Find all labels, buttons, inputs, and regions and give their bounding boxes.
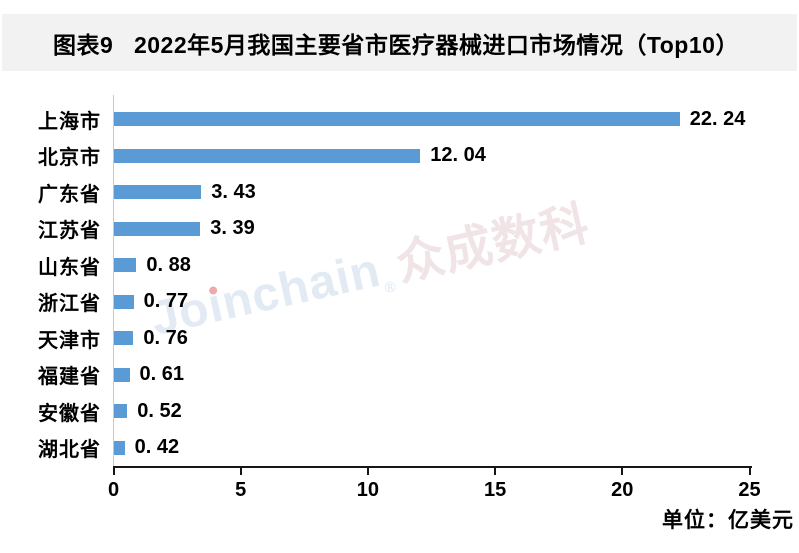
unit-label: 单位：亿美元: [662, 509, 794, 532]
value-label: 0. 88: [146, 253, 191, 276]
bar-row: 0. 52: [114, 393, 750, 430]
value-label: 3. 39: [210, 217, 255, 240]
category-label: 广东省: [38, 183, 101, 206]
x-axis-tick: [494, 468, 497, 475]
x-axis-tick: [239, 468, 242, 475]
bar: [114, 294, 134, 309]
x-axis-tick-label: 20: [611, 479, 634, 501]
value-label: 0. 61: [139, 363, 184, 386]
x-axis-tick: [112, 468, 115, 475]
plot-area: 22. 24 12. 04 3. 43 3. 39 0. 88 0. 77 0. 76 0. …: [114, 101, 750, 466]
bar-row: 0. 42: [114, 430, 750, 467]
bar-row: 3. 43: [114, 174, 750, 211]
category-label: 江苏省: [38, 220, 101, 243]
category-axis-labels: 上海市北京市广东省江苏省山东省浙江省天津市福建省安徽省湖北省: [16, 101, 101, 466]
category-axis-line: [113, 95, 114, 466]
title-band: 图表9 2022年5月我国主要省市医疗器械进口市场情况（Top10）: [2, 14, 797, 71]
bar-row: 0. 77: [114, 284, 750, 321]
category-label: 北京市: [38, 147, 101, 170]
x-axis: 0 5 10 15 20 25: [108, 466, 761, 506]
value-label: 0. 76: [143, 326, 188, 349]
bar-row: 22. 24: [114, 101, 750, 138]
category-label: 福建省: [38, 366, 101, 389]
x-axis-tick-label: 5: [235, 479, 247, 501]
bar: [114, 148, 421, 163]
x-axis-tick: [366, 468, 369, 475]
chart-title: 图表9 2022年5月我国主要省市医疗器械进口市场情况（Top10）: [53, 31, 739, 58]
x-axis-tick-label: 10: [356, 479, 380, 501]
bar-row: 3. 39: [114, 211, 750, 248]
bar: [114, 112, 680, 127]
value-axis-line: [113, 466, 752, 468]
value-label: 22. 24: [689, 107, 746, 130]
bar-row: 0. 61: [114, 357, 750, 394]
value-label: 0. 77: [143, 290, 189, 313]
category-label: 上海市: [38, 110, 101, 133]
bar: [114, 331, 134, 346]
value-label: 0. 42: [134, 436, 180, 459]
bar: [114, 440, 125, 455]
x-axis-tick: [621, 468, 624, 475]
bar: [114, 258, 137, 273]
x-axis-tick: [748, 468, 751, 475]
category-label: 浙江省: [38, 293, 101, 316]
bar-row: 0. 88: [114, 247, 750, 284]
bar-row: 12. 04: [114, 138, 750, 175]
category-label: 山东省: [38, 256, 101, 279]
value-label: 3. 43: [211, 180, 256, 203]
value-label: 12. 04: [430, 144, 486, 167]
category-label: 天津市: [38, 329, 101, 352]
bar: [114, 404, 128, 419]
x-axis-tick-label: 15: [483, 479, 507, 501]
bar: [114, 367, 130, 382]
bar-row: 0. 76: [114, 320, 750, 357]
x-axis-tick-label: 25: [738, 479, 761, 501]
bar: [114, 221, 201, 236]
category-label: 安徽省: [38, 402, 101, 425]
category-label: 湖北省: [38, 439, 101, 462]
bar: [114, 185, 202, 200]
value-label: 0. 52: [137, 399, 182, 422]
x-axis-tick-label: 0: [107, 479, 120, 501]
